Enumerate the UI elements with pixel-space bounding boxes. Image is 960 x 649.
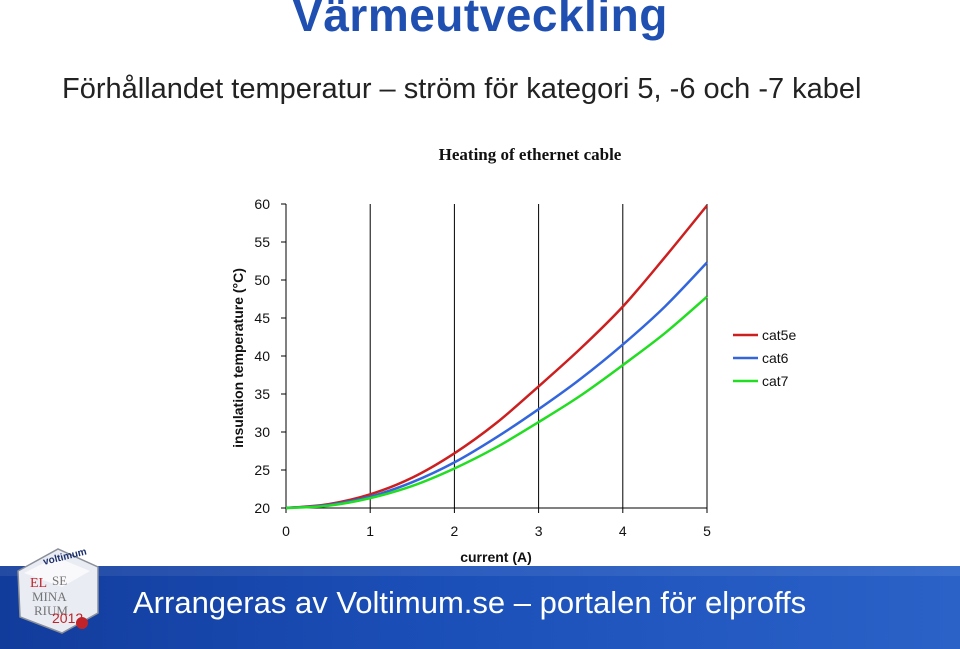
y-tick-label: 45	[254, 310, 270, 326]
legend-label-cat6: cat6	[762, 350, 789, 366]
x-tick-label: 2	[451, 523, 459, 539]
x-tick-label: 5	[703, 523, 711, 539]
elseminarium-logo: voltimum EL SE MINA RIUM 2012	[17, 546, 99, 634]
slide-subtitle: Förhållandet temperatur – ström för kate…	[62, 73, 862, 105]
footer-text: Arrangeras av Voltimum.se – portalen för…	[133, 585, 807, 620]
svg-text:2012: 2012	[52, 610, 83, 626]
svg-text:RIUM: RIUM	[34, 603, 68, 618]
svg-text:SE: SE	[52, 573, 67, 588]
y-tick-label: 60	[254, 196, 270, 212]
y-tick-label: 35	[254, 386, 270, 402]
svg-text:MINA: MINA	[32, 589, 67, 604]
slide-title: Värmeutveckling	[292, 0, 668, 41]
series-line-cat7	[285, 295, 708, 510]
footer-band	[0, 566, 960, 649]
chart-series	[285, 204, 708, 510]
x-axis-label: current (A)	[460, 549, 532, 565]
y-tick-label: 55	[254, 234, 270, 250]
x-tick-label: 1	[366, 523, 374, 539]
x-tick-label: 3	[535, 523, 543, 539]
series-line-cat5e	[285, 204, 708, 510]
legend-label-cat7: cat7	[762, 373, 789, 389]
chart-title: Heating of ethernet cable	[438, 145, 622, 164]
y-tick-label: 20	[254, 500, 270, 516]
y-tick-label: 50	[254, 272, 270, 288]
svg-text:EL: EL	[30, 576, 47, 591]
y-tick-label: 40	[254, 348, 270, 364]
y-tick-label: 30	[254, 424, 270, 440]
chart-grid	[369, 204, 708, 508]
y-axis-label: insulation temperature (°C)	[230, 268, 246, 448]
chart-legend: cat5e cat6 cat7	[722, 318, 810, 398]
x-tick-label: 0	[282, 523, 290, 539]
x-tick-label: 4	[619, 523, 627, 539]
legend-label-cat5e: cat5e	[762, 327, 796, 343]
y-tick-label: 25	[254, 462, 270, 478]
series-line-cat6	[285, 261, 708, 510]
